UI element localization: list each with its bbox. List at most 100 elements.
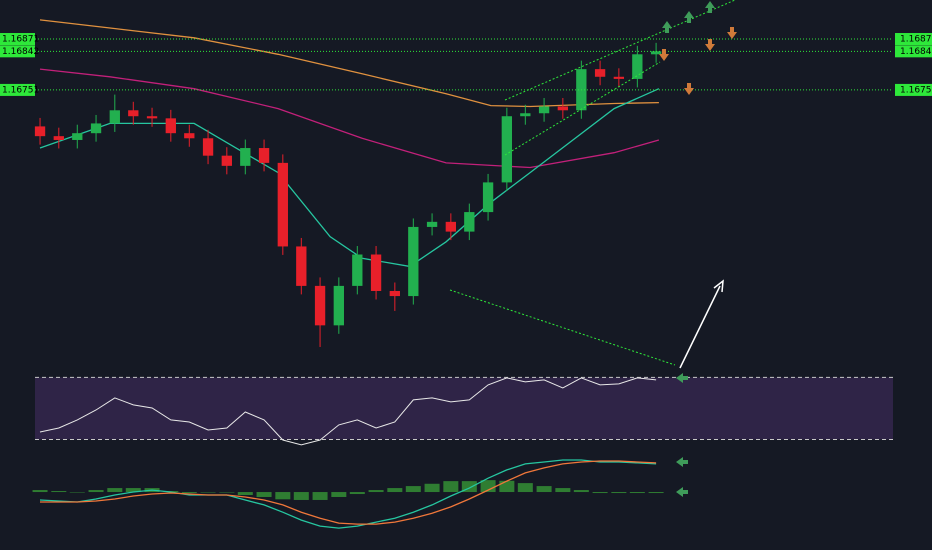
- down-arrows: [659, 27, 737, 95]
- candle-body: [72, 133, 83, 140]
- drawings: [449, 0, 737, 497]
- histogram-bar: [461, 481, 477, 493]
- macd-line: [40, 460, 657, 525]
- candle-body: [650, 51, 662, 55]
- histogram-bar: [517, 483, 533, 493]
- up-arrows: [662, 1, 715, 497]
- price-label-box: [895, 83, 932, 96]
- candle-body: [389, 290, 400, 297]
- price-label-box: [0, 83, 35, 96]
- price-label-box: [0, 33, 35, 46]
- candle-body: [277, 162, 288, 247]
- price-label-box: [895, 33, 932, 46]
- candle-body: [333, 285, 344, 326]
- price-label: 1.16871: [2, 35, 39, 45]
- arrow-head: [713, 279, 724, 293]
- histogram-bar: [424, 483, 440, 493]
- candle-body: [296, 246, 307, 286]
- histogram-bar: [331, 492, 347, 497]
- candle-body: [165, 118, 176, 134]
- candle-body: [445, 221, 456, 232]
- rsi-line: [39, 377, 657, 446]
- histogram-bar: [237, 492, 253, 496]
- candle-body: [109, 110, 120, 124]
- histogram-bar: [312, 492, 328, 500]
- candle-body: [128, 110, 139, 117]
- candle-body: [426, 221, 438, 227]
- candle-body: [146, 116, 158, 119]
- up-arrow: [684, 11, 694, 23]
- candle-body: [370, 254, 382, 291]
- histogram-bar: [405, 486, 421, 493]
- histogram-bar: [69, 492, 85, 493]
- macd-line: [39, 459, 657, 529]
- grid-layer: [35, 376, 893, 440]
- price-label-box: [895, 45, 932, 58]
- histogram-bar: [200, 492, 216, 493]
- arrow-line: [679, 285, 721, 369]
- moving-average: [39, 88, 660, 268]
- candle-body: [352, 254, 363, 286]
- histogram-bar: [555, 488, 571, 493]
- price-label: 1.16751: [900, 85, 932, 95]
- price-label: 1.16842: [2, 47, 39, 57]
- histogram-bar: [536, 486, 552, 493]
- histogram-bar: [611, 492, 627, 494]
- histogram-bar: [443, 481, 459, 493]
- histogram-bar: [648, 492, 664, 494]
- trend-line: [449, 289, 676, 366]
- marks-layer: [32, 19, 893, 529]
- candle-body: [90, 123, 102, 134]
- candle-body: [557, 106, 569, 111]
- candle-body: [520, 113, 531, 117]
- price-label: 1.16751: [2, 85, 39, 95]
- candle-body: [408, 226, 419, 297]
- histogram-bar: [125, 488, 141, 493]
- histogram-bar: [51, 491, 67, 493]
- candle-body: [202, 138, 214, 156]
- histogram-bar: [107, 488, 123, 493]
- candle-body: [613, 76, 625, 79]
- histogram-bar: [32, 490, 48, 493]
- candle-body: [464, 212, 475, 232]
- histogram-bar: [256, 492, 272, 497]
- down-arrow: [727, 27, 737, 39]
- band-fill: [35, 377, 893, 440]
- axes-layer: 1.16871 1.16871 1.16842 1.16842 1.16751 1.167…: [0, 33, 932, 96]
- histogram-bar: [293, 492, 309, 500]
- candle-body: [184, 133, 195, 139]
- left-arrow: [676, 373, 688, 383]
- histogram-bar: [629, 492, 645, 494]
- histogram-bar: [275, 492, 291, 500]
- histogram-bar: [387, 488, 403, 493]
- moving-average: [39, 19, 659, 108]
- candle-body: [501, 116, 513, 183]
- candle-body: [594, 69, 606, 77]
- price-label: 1.16871: [900, 35, 932, 45]
- histogram-bar: [573, 490, 589, 493]
- histogram-bar: [88, 490, 104, 493]
- down-arrow: [659, 49, 669, 61]
- candle-body: [221, 155, 232, 166]
- candle-body: [258, 148, 270, 163]
- channel-line: [504, 0, 736, 101]
- down-arrow: [705, 39, 715, 51]
- up-arrow: [662, 21, 672, 33]
- moving-average: [39, 68, 660, 169]
- histogram-bar: [480, 480, 496, 493]
- price-label: 1.16842: [900, 47, 932, 57]
- candle-body: [482, 182, 494, 213]
- histogram-bar: [592, 492, 608, 494]
- left-arrow: [676, 487, 688, 497]
- left-arrow: [676, 457, 688, 467]
- candle-body: [34, 126, 46, 137]
- price-label-box: [0, 45, 35, 58]
- candle-body: [632, 54, 643, 79]
- candle-body: [240, 148, 251, 166]
- up-arrow: [705, 1, 715, 13]
- histogram-bar: [368, 490, 384, 493]
- histogram-bar: [219, 492, 235, 493]
- down-arrow: [684, 83, 694, 95]
